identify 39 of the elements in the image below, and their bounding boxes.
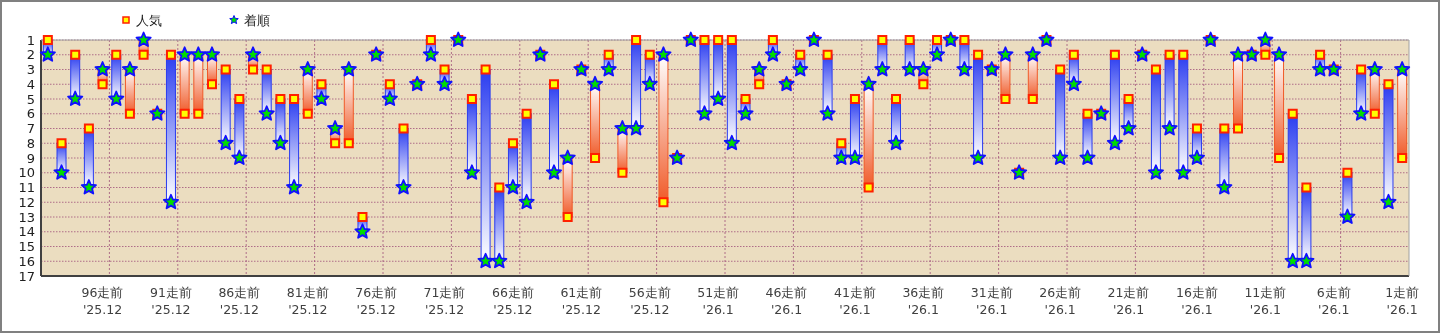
x-tick-label: 46走前 '26.1 [765,285,808,317]
x-tick-label: 81走前 '25.12 [286,285,329,317]
y-tick-label: 4 [26,76,35,92]
y-tick-label: 1 [26,32,35,48]
legend-label: 人気 [136,13,162,28]
y-tick-label: 9 [26,150,35,166]
y-tick-label: 7 [26,121,35,136]
y-tick-label: 13 [18,209,35,225]
x-tick-label: 86走前 '25.12 [218,285,261,317]
x-tick-label: 76走前 '25.12 [355,285,398,317]
y-tick-label: 10 [18,165,35,181]
y-tick-label: 6 [26,106,35,122]
y-tick-label: 14 [18,224,35,240]
x-tick-label: 71走前 '25.12 [423,285,466,317]
x-tick-label: 6走前 '26.1 [1316,285,1351,317]
x-tick-label: 11走前 '26.1 [1244,285,1287,317]
y-tick-label: 8 [26,135,35,151]
x-tick-label: 1走前 '26.1 [1385,285,1420,317]
y-tick-label: 11 [18,180,35,195]
x-tick-label: 96走前 '25.12 [81,285,124,317]
y-tick-label: 16 [18,253,35,269]
y-tick-label: 5 [26,91,35,107]
x-tick-label: 31走前 '26.1 [970,285,1013,317]
x-tick-label: 21走前 '26.1 [1107,285,1150,317]
y-tick-label: 17 [18,268,35,284]
y-tick-label: 2 [26,47,35,63]
y-tick-label: 3 [26,62,35,77]
y-tick-label: 12 [18,194,35,210]
x-tick-label: 26走前 '26.1 [1039,285,1082,317]
x-tick-label: 41走前 '26.1 [834,285,876,317]
x-tick-label: 16走前 '26.1 [1176,285,1218,317]
y-tick-label: 15 [18,239,35,254]
x-tick-label: 51走前 '26.1 [697,285,740,317]
x-tick-label: 66走前 '25.12 [492,285,534,317]
x-tick-label: 56走前 '25.12 [628,285,671,317]
x-tick-label: 36走前 '26.1 [902,285,945,317]
x-tick-label: 61走前 '25.12 [560,285,603,317]
x-tick-label: 91走前 '25.12 [150,285,192,317]
legend-label: 着順 [244,13,270,28]
